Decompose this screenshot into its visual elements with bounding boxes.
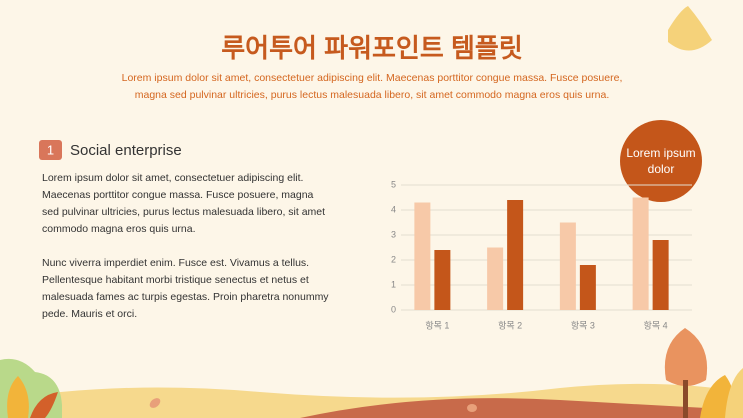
y-tick-label: 2: [391, 254, 396, 264]
leaf-decoration: [467, 404, 477, 412]
paragraph-line: commodo magna eros quis urna.: [42, 223, 196, 235]
x-tick-label: 항목 1: [425, 320, 449, 330]
title: 루어투어 파워포인트 템플릿: [221, 33, 523, 63]
y-tick-label: 5: [391, 179, 396, 189]
x-tick-label: 항목 2: [498, 320, 522, 330]
x-tick-label: 항목 4: [644, 320, 668, 330]
leaf-decoration: [700, 375, 734, 418]
section-badge: [39, 140, 62, 160]
paragraph-line: Maecenas porttitor congue massa. Fusce p…: [42, 189, 314, 201]
callout-text: Lorem ipsum: [626, 146, 695, 160]
leaf-decoration: [725, 368, 743, 418]
callout-circle: [620, 120, 702, 202]
paragraph-line: sed pulvinar ultricies, purus lectus mal…: [42, 206, 325, 218]
leaf-decoration: [668, 6, 712, 51]
bar: [487, 247, 504, 310]
bar: [559, 222, 576, 310]
bar: [632, 197, 649, 310]
bar: [434, 250, 451, 310]
y-tick-label: 4: [391, 204, 396, 214]
y-tick-label: 0: [391, 304, 396, 314]
hill: [300, 398, 743, 418]
callout-text: dolor: [648, 162, 675, 176]
section-heading: Social enterprise: [70, 142, 182, 159]
bar: [652, 240, 669, 310]
section-number: 1: [47, 142, 54, 157]
subtitle: Lorem ipsum dolor sit amet, consectetuer…: [122, 72, 623, 84]
leaf-decoration: [30, 392, 58, 418]
leaf-decoration: [7, 376, 29, 418]
leaf-decoration: [149, 398, 161, 408]
subtitle: magna sed pulvinar ultricies, purus lect…: [135, 89, 609, 101]
paragraph-line: Pellentesque habitant morbi tristique se…: [42, 274, 309, 286]
paragraph-line: pede. Mauris et orci.: [42, 308, 137, 320]
bar: [507, 200, 524, 310]
paragraph-line: Nunc viverra imperdiet enim. Fusce est. …: [42, 257, 309, 269]
tree: [664, 328, 708, 386]
bar: [414, 202, 431, 310]
bar: [579, 265, 596, 310]
y-tick-label: 1: [391, 279, 396, 289]
paragraph-line: malesuada fames ac turpis egestas. Proin…: [42, 291, 329, 303]
x-tick-label: 항목 3: [571, 320, 595, 330]
paragraph-line: Lorem ipsum dolor sit amet, consectetuer…: [42, 172, 303, 184]
tree-trunk: [683, 380, 688, 418]
y-tick-label: 3: [391, 229, 396, 239]
